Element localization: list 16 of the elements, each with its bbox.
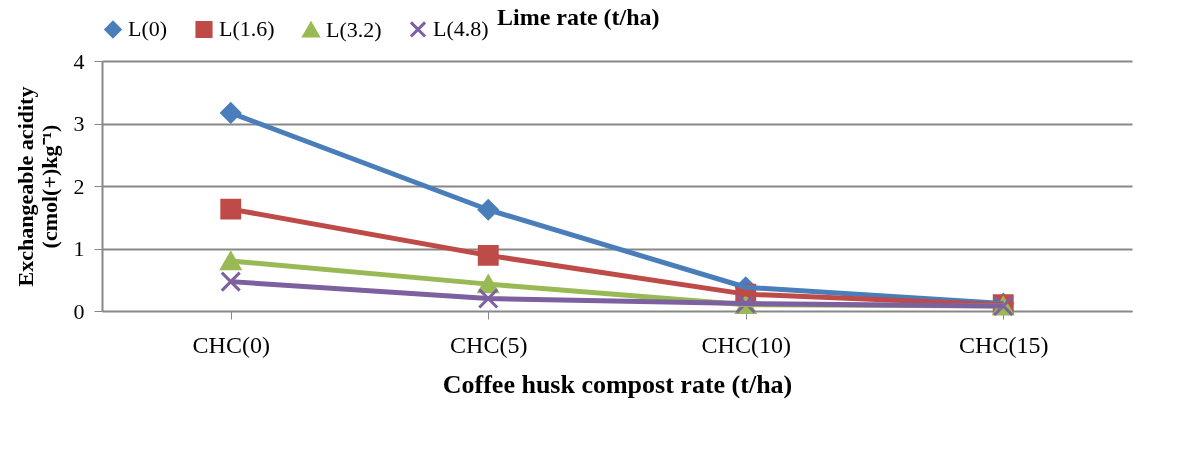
y-tick-label: 2 — [73, 173, 85, 199]
legend-label: L(1.6) — [219, 16, 275, 42]
y-axis-title: Exchangeable acidity (cmol(+)kg⁻¹) — [12, 86, 62, 287]
x-tick-label: CHC(0) — [192, 331, 270, 358]
y-tick-label: 1 — [73, 236, 85, 261]
legend-title: Lime rate (t/ha) — [497, 4, 660, 30]
x-tick-label: CHC(5) — [450, 331, 528, 358]
legend-label: L(4.8) — [433, 16, 489, 42]
legend-label: L(0) — [128, 16, 168, 42]
y-tick-label: 0 — [73, 298, 85, 324]
x-axis-title: Coffee husk compost rate (t/ha) — [442, 369, 793, 399]
legend-label: L(3.2) — [326, 16, 382, 42]
x-tick-label: CHC(10) — [701, 331, 791, 358]
y-tick-label: 4 — [73, 48, 85, 74]
x-tick-label: CHC(15) — [959, 331, 1049, 358]
y-tick-label: 3 — [73, 111, 85, 136]
